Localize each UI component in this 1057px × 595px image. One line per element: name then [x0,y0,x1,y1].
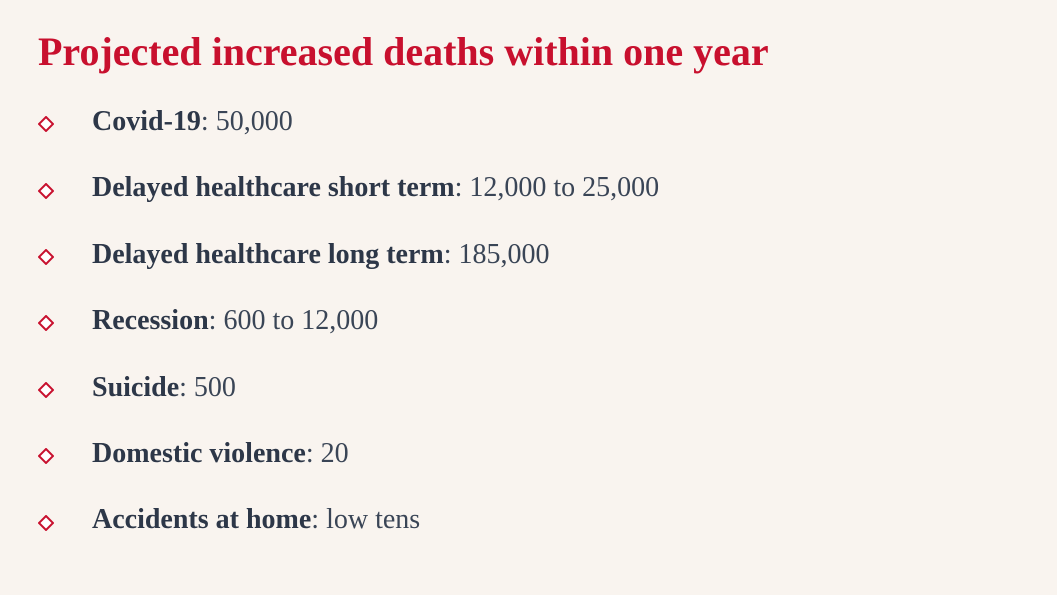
stat-separator: : [455,172,470,203]
diamond-bullet-icon [38,315,54,331]
stat-separator: : [444,239,459,270]
stat-item: Accidents at home: low tens [38,502,1019,538]
diamond-bullet-icon [38,249,54,265]
stat-separator: : [209,305,224,336]
page-title: Projected increased deaths within one ye… [38,28,1019,76]
stat-item: Recession: 600 to 12,000 [38,303,1019,339]
diamond-bullet-icon [38,515,54,531]
infographic-container: Projected increased deaths within one ye… [0,0,1057,589]
stat-text: Suicide: 500 [92,370,236,406]
stat-item: Suicide: 500 [38,370,1019,406]
stat-separator: : [311,504,326,535]
stat-label: Suicide [92,372,179,403]
stat-text: Accidents at home: low tens [92,502,420,538]
stat-list: Covid-19: 50,000 Delayed healthcare short… [38,104,1019,539]
stat-item: Domestic violence: 20 [38,436,1019,472]
stat-label: Delayed healthcare long term [92,239,444,270]
stat-value: 500 [194,372,236,403]
stat-text: Delayed healthcare long term: 185,000 [92,237,550,273]
stat-value: 50,000 [216,106,293,137]
diamond-bullet-icon [38,382,54,398]
stat-label: Recession [92,305,209,336]
stat-text: Covid-19: 50,000 [92,104,293,140]
stat-label: Accidents at home [92,504,311,535]
stat-label: Covid-19 [92,106,201,137]
diamond-bullet-icon [38,183,54,199]
stat-text: Delayed healthcare short term: 12,000 to… [92,170,659,206]
stat-text: Recession: 600 to 12,000 [92,303,378,339]
stat-value: 20 [321,438,349,469]
stat-item: Delayed healthcare long term: 185,000 [38,237,1019,273]
stat-label: Domestic violence [92,438,306,469]
stat-item: Covid-19: 50,000 [38,104,1019,140]
stat-value: 12,000 to 25,000 [469,172,659,203]
stat-separator: : [201,106,216,137]
stat-value: 600 to 12,000 [223,305,378,336]
stat-separator: : [179,372,194,403]
stat-label: Delayed healthcare short term [92,172,455,203]
stat-text: Domestic violence: 20 [92,436,349,472]
stat-value: low tens [326,504,420,535]
stat-separator: : [306,438,321,469]
stat-value: 185,000 [459,239,550,270]
stat-item: Delayed healthcare short term: 12,000 to… [38,170,1019,206]
diamond-bullet-icon [38,116,54,132]
diamond-bullet-icon [38,448,54,464]
